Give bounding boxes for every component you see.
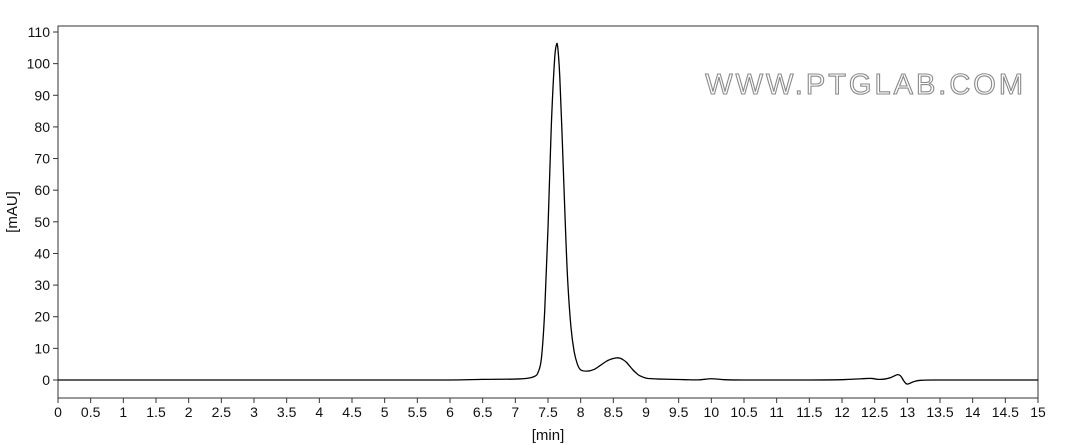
y-tick-label: 70 [34, 151, 50, 167]
y-tick-label: 100 [27, 56, 51, 72]
watermark-text: WWW.PTGLAB.COM [705, 69, 1026, 101]
x-tick-label: 1 [119, 404, 127, 420]
y-tick-label: 0 [42, 372, 50, 388]
x-tick-label: 11.5 [796, 404, 822, 420]
x-tick-label: 12 [834, 404, 850, 420]
x-tick-label: 7.5 [538, 404, 558, 420]
x-tick-label: 15 [1030, 404, 1046, 420]
x-tick-label: 4.5 [342, 404, 362, 420]
x-tick-label: 9.5 [669, 404, 689, 420]
y-tick-label: 90 [34, 87, 50, 103]
x-tick-label: 13.5 [926, 404, 953, 420]
y-tick-label: 80 [34, 119, 50, 135]
x-tick-label: 14 [965, 404, 981, 420]
x-tick-label: 7 [511, 404, 519, 420]
y-tick-label: 50 [34, 214, 50, 230]
x-tick-label: 11 [769, 404, 784, 420]
y-axis-title: [mAU] [4, 191, 21, 233]
x-tick-label: 3.5 [277, 404, 297, 420]
x-tick-label: 14.5 [992, 404, 1019, 420]
series-line [57, 42, 1038, 385]
x-tick-label: 2.5 [212, 404, 232, 420]
x-tick-label: 2 [185, 404, 193, 420]
x-tick-label: 13 [900, 404, 916, 420]
y-axis: 0 10 20 30 40 50 60 70 80 90 100 110 [27, 24, 58, 388]
y-tick-label: 40 [34, 245, 50, 261]
y-tick-label: 110 [28, 24, 51, 40]
y-tick-label: 10 [34, 340, 50, 356]
x-tick-label: 1.5 [146, 404, 166, 420]
x-axis-title: [min] [532, 427, 565, 444]
x-axis: 0 0.5 1 1.5 2 2.5 3 3.5 4 4.5 5 5.5 6 6.5 7 7.5 8 8.5 9 9.5… [54, 398, 1046, 420]
x-tick-label: 0.5 [81, 404, 101, 420]
x-tick-label: 3 [250, 404, 258, 420]
x-tick-label: 4 [315, 404, 323, 420]
x-tick-label: 6.5 [473, 404, 493, 420]
y-tick-label: 60 [34, 182, 50, 198]
x-tick-label: 5.5 [408, 404, 428, 420]
y-tick-label: 30 [34, 277, 50, 293]
x-tick-label: 8 [577, 404, 585, 420]
x-tick-label: 12.5 [861, 404, 888, 420]
x-tick-label: 6 [446, 404, 454, 420]
x-tick-label: 10.5 [730, 404, 757, 420]
x-tick-label: 5 [381, 404, 389, 420]
y-tick-label: 20 [34, 309, 50, 325]
x-tick-label: 9 [642, 404, 650, 420]
x-tick-label: 10 [704, 404, 720, 420]
x-tick-label: 8.5 [604, 404, 624, 420]
x-tick-label: 0 [54, 404, 62, 420]
